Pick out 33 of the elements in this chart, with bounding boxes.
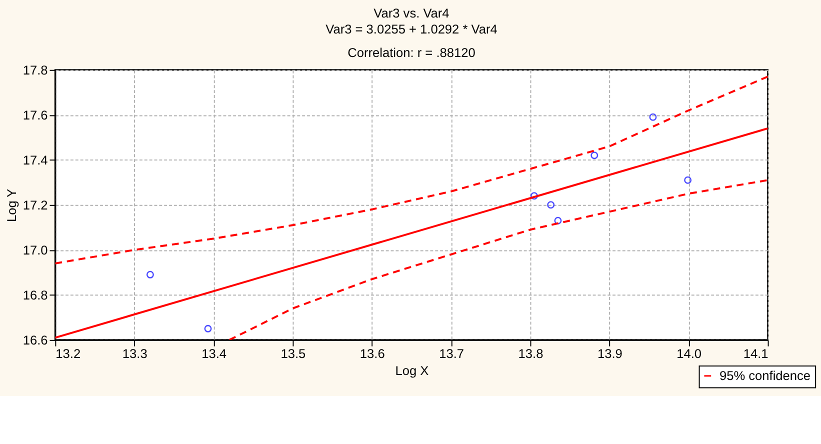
- point: [649, 113, 657, 121]
- point: [684, 176, 692, 184]
- y-tick-label: 17.2: [22, 197, 48, 212]
- point: [530, 192, 538, 200]
- text: Correlation: r = .88120: [348, 45, 476, 60]
- chart-title: Var3 vs. Var4: [374, 6, 450, 21]
- x-tick-label: 14.0: [676, 346, 702, 362]
- x-tick-label: 14.1: [743, 346, 768, 362]
- x-axis-title: Log X: [395, 362, 430, 378]
- y-tick-label: 17.4: [22, 152, 48, 168]
- point: [547, 201, 555, 209]
- y-tick-label: 17.8: [22, 62, 48, 78]
- y-tick-label: 17.6: [22, 107, 48, 122]
- line-series: [55, 76, 768, 264]
- x-tick-label: 13.7: [439, 346, 464, 362]
- legend-label: 95% confidence: [719, 368, 811, 383]
- point: [554, 216, 562, 224]
- text: Var3 = 3.0255 + 1.0292 * Var4: [326, 21, 498, 36]
- x-tick-label: 13.4: [202, 346, 226, 362]
- x-tick-label: 13.6: [360, 346, 385, 362]
- y-tick-label: 16.8: [22, 287, 48, 302]
- line-series: [228, 179, 768, 340]
- y-axis-title: Log Y: [4, 188, 19, 222]
- x-tick-label: 13.5: [280, 346, 306, 362]
- point: [204, 324, 212, 332]
- y-tick-label: 16.6: [22, 332, 48, 348]
- x-tick-label: 13.9: [597, 346, 622, 362]
- point: [590, 152, 598, 160]
- x-tick-label: 13.3: [122, 346, 148, 362]
- point: [146, 270, 154, 278]
- y-tick-label: 17.0: [22, 242, 48, 258]
- x-tick-label: 13.8: [518, 346, 544, 362]
- x-tick-label: 13.2: [56, 346, 81, 362]
